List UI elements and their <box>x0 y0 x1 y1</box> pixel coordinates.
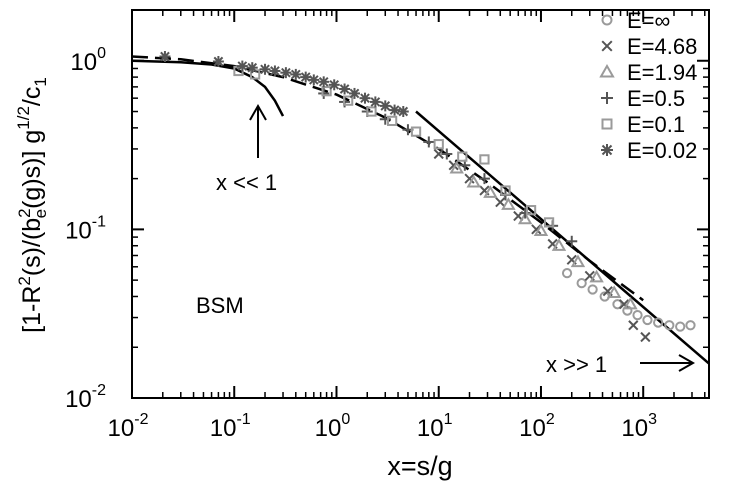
data-point-x <box>628 320 639 331</box>
legend-marker-plus <box>601 92 613 104</box>
y-tick-label: 10-2 <box>65 382 106 413</box>
data-point-square <box>321 86 332 97</box>
data-point-star <box>236 60 248 72</box>
legend-label: E=4.68 <box>627 34 697 59</box>
data-point-circle <box>642 314 653 326</box>
legend-label: E=0.5 <box>627 86 685 111</box>
legend-marker-triangle <box>599 63 615 78</box>
data-point-x <box>640 331 651 343</box>
data-point-plus <box>441 148 453 160</box>
y-tick-label: 100 <box>70 45 106 76</box>
legend-label: E=0.1 <box>627 112 685 137</box>
data-point-circle <box>561 268 573 279</box>
small-x-arrow <box>249 103 267 158</box>
data-point-star <box>339 83 351 95</box>
data-point-square <box>457 151 468 162</box>
data-point-triangle <box>533 223 549 236</box>
data-point-circle <box>612 299 623 310</box>
data-point-star <box>328 79 340 91</box>
x-tick-label: 10-1 <box>210 411 251 442</box>
data-point-x <box>433 148 444 160</box>
data-point-triangle <box>501 197 516 210</box>
y-axis-label: [1-R2(s)/(b2e(g)s)] g1/2/c1 <box>14 77 50 333</box>
data-point-circle <box>653 317 664 328</box>
data-point-star <box>246 62 258 74</box>
data-point-star <box>308 74 320 86</box>
data-point-triangle <box>466 174 481 188</box>
data-point-circle <box>576 278 587 289</box>
data-point-star <box>269 65 281 77</box>
data-point-triangle <box>551 238 567 251</box>
legend-label: E=0.02 <box>627 138 697 163</box>
data-point-square <box>343 95 354 106</box>
data-point-triangle <box>589 269 604 283</box>
plot-frame <box>131 9 710 399</box>
data-point-square <box>433 139 444 150</box>
data-point-circle <box>632 310 643 321</box>
data-point-plus <box>519 207 531 219</box>
small-x-label: x << 1 <box>216 170 277 195</box>
data-point-star <box>259 63 271 75</box>
data-point-triangle <box>606 285 622 299</box>
legend-label: E=∞ <box>627 8 670 33</box>
data-point-triangle <box>517 211 533 225</box>
data-point-star <box>290 68 302 80</box>
legend-marker-square <box>601 118 613 130</box>
legend-marker-circle <box>601 14 613 26</box>
data-points <box>159 50 696 343</box>
data-point-star <box>369 96 381 108</box>
data-point-triangle <box>623 296 638 310</box>
data-point-circle <box>664 320 675 331</box>
data-point-circle <box>675 321 686 332</box>
x-tick-label: 101 <box>417 411 453 442</box>
data-point-triangle <box>483 185 498 198</box>
data-point-star <box>359 92 371 104</box>
data-point-square <box>410 126 422 137</box>
large-x-arrow <box>640 354 696 372</box>
data-point-square <box>479 154 490 165</box>
bsm-label: BSM <box>196 293 244 318</box>
data-point-square <box>525 205 537 216</box>
legend-marker-star <box>601 144 613 156</box>
data-point-star <box>318 76 330 88</box>
legend: E=∞E=4.68E=1.94E=0.5E=0.1E=0.02 <box>599 8 697 163</box>
data-point-star <box>348 87 360 99</box>
data-point-star <box>300 71 312 83</box>
legend-marker-x <box>601 40 613 52</box>
data-point-star <box>212 55 224 67</box>
y-tick-label: 10-1 <box>65 213 106 244</box>
data-point-square <box>386 115 398 127</box>
data-point-star <box>397 106 409 118</box>
x-axis-ticks: 10-2 10-1 100 101 102 103 <box>108 10 706 442</box>
curve-dashed <box>131 55 644 302</box>
data-point-star <box>159 50 171 62</box>
data-point-plus <box>318 87 330 99</box>
data-point-square <box>543 217 555 228</box>
x-tick-label: 10-2 <box>108 411 149 442</box>
data-point-plus <box>566 235 578 247</box>
legend-label: E=1.94 <box>627 60 697 85</box>
x-tick-label: 100 <box>315 411 351 442</box>
data-point-circle <box>587 284 598 295</box>
data-point-x <box>618 299 630 310</box>
data-point-plus <box>478 173 490 185</box>
data-point-triangle <box>570 254 586 268</box>
x-tick-label: 102 <box>519 411 555 442</box>
data-point-triangle <box>449 160 464 174</box>
data-point-star <box>379 100 391 112</box>
data-point-square <box>500 185 511 196</box>
data-point-star <box>280 67 292 79</box>
data-point-circle <box>685 320 696 331</box>
data-point-star <box>389 104 401 116</box>
x-tick-label: 103 <box>621 411 657 442</box>
data-point-square <box>366 106 377 117</box>
large-x-label: x >> 1 <box>546 352 607 377</box>
data-point-x <box>464 173 475 184</box>
data-point-plus <box>423 136 435 148</box>
y-axis-ticks: 10-2 10-1 100 <box>65 9 709 413</box>
x-axis-label: x=s/g <box>387 451 452 481</box>
data-point-x <box>495 197 506 208</box>
